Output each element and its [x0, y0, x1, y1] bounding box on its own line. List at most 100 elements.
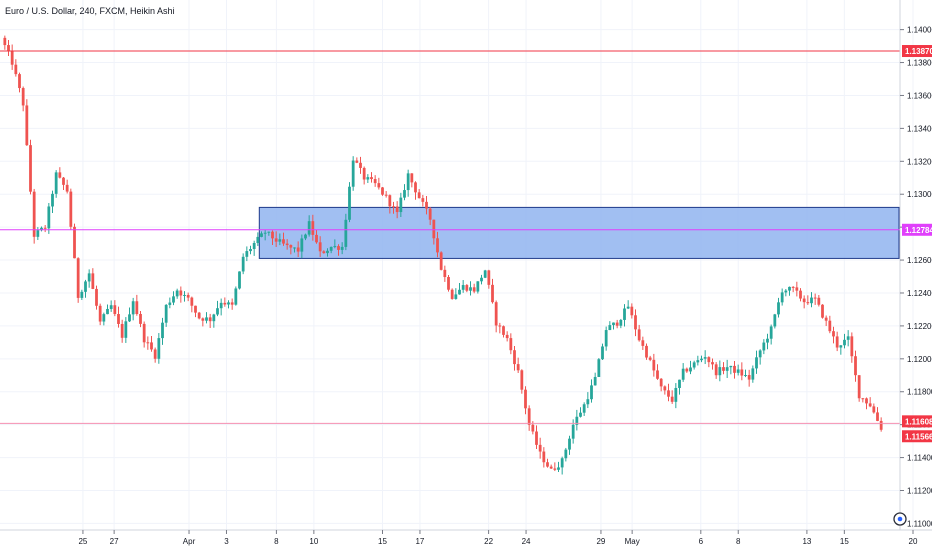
candle-body — [267, 231, 271, 233]
price-badge: 1.11608 — [902, 415, 932, 428]
candle-body — [601, 346, 604, 360]
candle — [414, 181, 417, 200]
candle — [355, 157, 359, 164]
candle — [205, 312, 208, 324]
candle — [340, 242, 344, 255]
candle-body — [769, 326, 773, 339]
candle — [58, 167, 62, 179]
chart-settings-icon[interactable] — [893, 512, 907, 526]
candle-series — [3, 35, 883, 475]
candle — [304, 233, 307, 241]
price-badge: 1.13870 — [902, 45, 932, 58]
candle — [615, 319, 619, 329]
y-tick-label: 1.13200 — [907, 157, 932, 166]
candle — [47, 203, 51, 234]
candle-body — [175, 290, 179, 297]
candle — [813, 293, 817, 305]
candle-body — [593, 376, 597, 386]
candle-body — [318, 242, 322, 252]
candle-body — [857, 375, 861, 399]
candle — [234, 286, 238, 306]
candle-body — [274, 238, 278, 242]
candle-body — [619, 319, 623, 326]
y-tick-label: 1.11400 — [907, 454, 932, 463]
candle — [612, 322, 615, 330]
candle-body — [337, 246, 340, 250]
candle — [406, 169, 410, 197]
x-tick-label: 15 — [840, 537, 849, 546]
candle — [648, 355, 652, 362]
candle — [868, 397, 872, 408]
candle-body — [296, 247, 300, 252]
candle-body — [755, 357, 758, 369]
candle — [795, 281, 799, 297]
candle-body — [861, 398, 865, 400]
candle-body — [546, 462, 549, 467]
candle-body — [564, 449, 568, 459]
candle-body — [872, 406, 876, 413]
candle — [454, 288, 458, 300]
candle — [564, 447, 568, 462]
candle-body — [509, 338, 513, 351]
candle — [131, 297, 135, 321]
candle-body — [14, 64, 18, 75]
candle — [384, 191, 388, 198]
candle-body — [109, 305, 113, 309]
candle — [186, 292, 190, 302]
candle-body — [843, 339, 846, 346]
candle-body — [326, 250, 329, 254]
candle — [260, 231, 263, 238]
candle-body — [370, 177, 373, 180]
candle — [542, 447, 546, 468]
candle — [498, 322, 502, 334]
candle — [150, 336, 153, 352]
price-badge-bg — [902, 430, 932, 443]
candle-body — [263, 232, 267, 234]
y-tick-label: 1.12600 — [907, 256, 932, 265]
candle — [465, 284, 469, 293]
candle-body — [395, 206, 399, 213]
candle-body — [186, 294, 190, 298]
candle — [718, 360, 722, 382]
candle — [25, 99, 29, 146]
candle-body — [252, 243, 256, 250]
x-tick-label: 10 — [309, 537, 318, 546]
candle — [458, 283, 461, 295]
candle-body — [696, 360, 700, 363]
candle-body — [256, 236, 260, 244]
candle — [113, 300, 117, 317]
candle — [146, 336, 150, 350]
candle-body — [76, 258, 80, 298]
candle — [252, 240, 256, 256]
candle-body — [813, 297, 817, 299]
candle — [546, 458, 549, 468]
candle — [18, 72, 21, 93]
candle — [806, 295, 810, 305]
candle — [579, 407, 582, 418]
candle-body — [351, 160, 355, 187]
supply-zone[interactable] — [258, 206, 900, 259]
candle — [212, 313, 216, 328]
candle-body — [304, 234, 307, 239]
candle-body — [634, 315, 637, 330]
candle-body — [780, 292, 784, 303]
candle — [216, 300, 219, 317]
candle-body — [340, 246, 344, 250]
candle-body — [762, 342, 766, 351]
candle-body — [766, 338, 769, 343]
candle — [190, 296, 194, 313]
candle — [399, 192, 403, 218]
candle — [637, 324, 641, 342]
candle-body — [102, 314, 106, 322]
candle-body — [194, 305, 197, 313]
candle-body — [692, 362, 696, 368]
candle-body — [472, 287, 476, 292]
candle-body — [227, 302, 230, 305]
y-tick-label: 1.13800 — [907, 59, 932, 68]
candle-body — [535, 431, 538, 445]
candle-body — [777, 302, 780, 315]
x-tick-label: 27 — [110, 537, 119, 546]
candle — [139, 310, 142, 328]
candle-body — [612, 322, 615, 326]
